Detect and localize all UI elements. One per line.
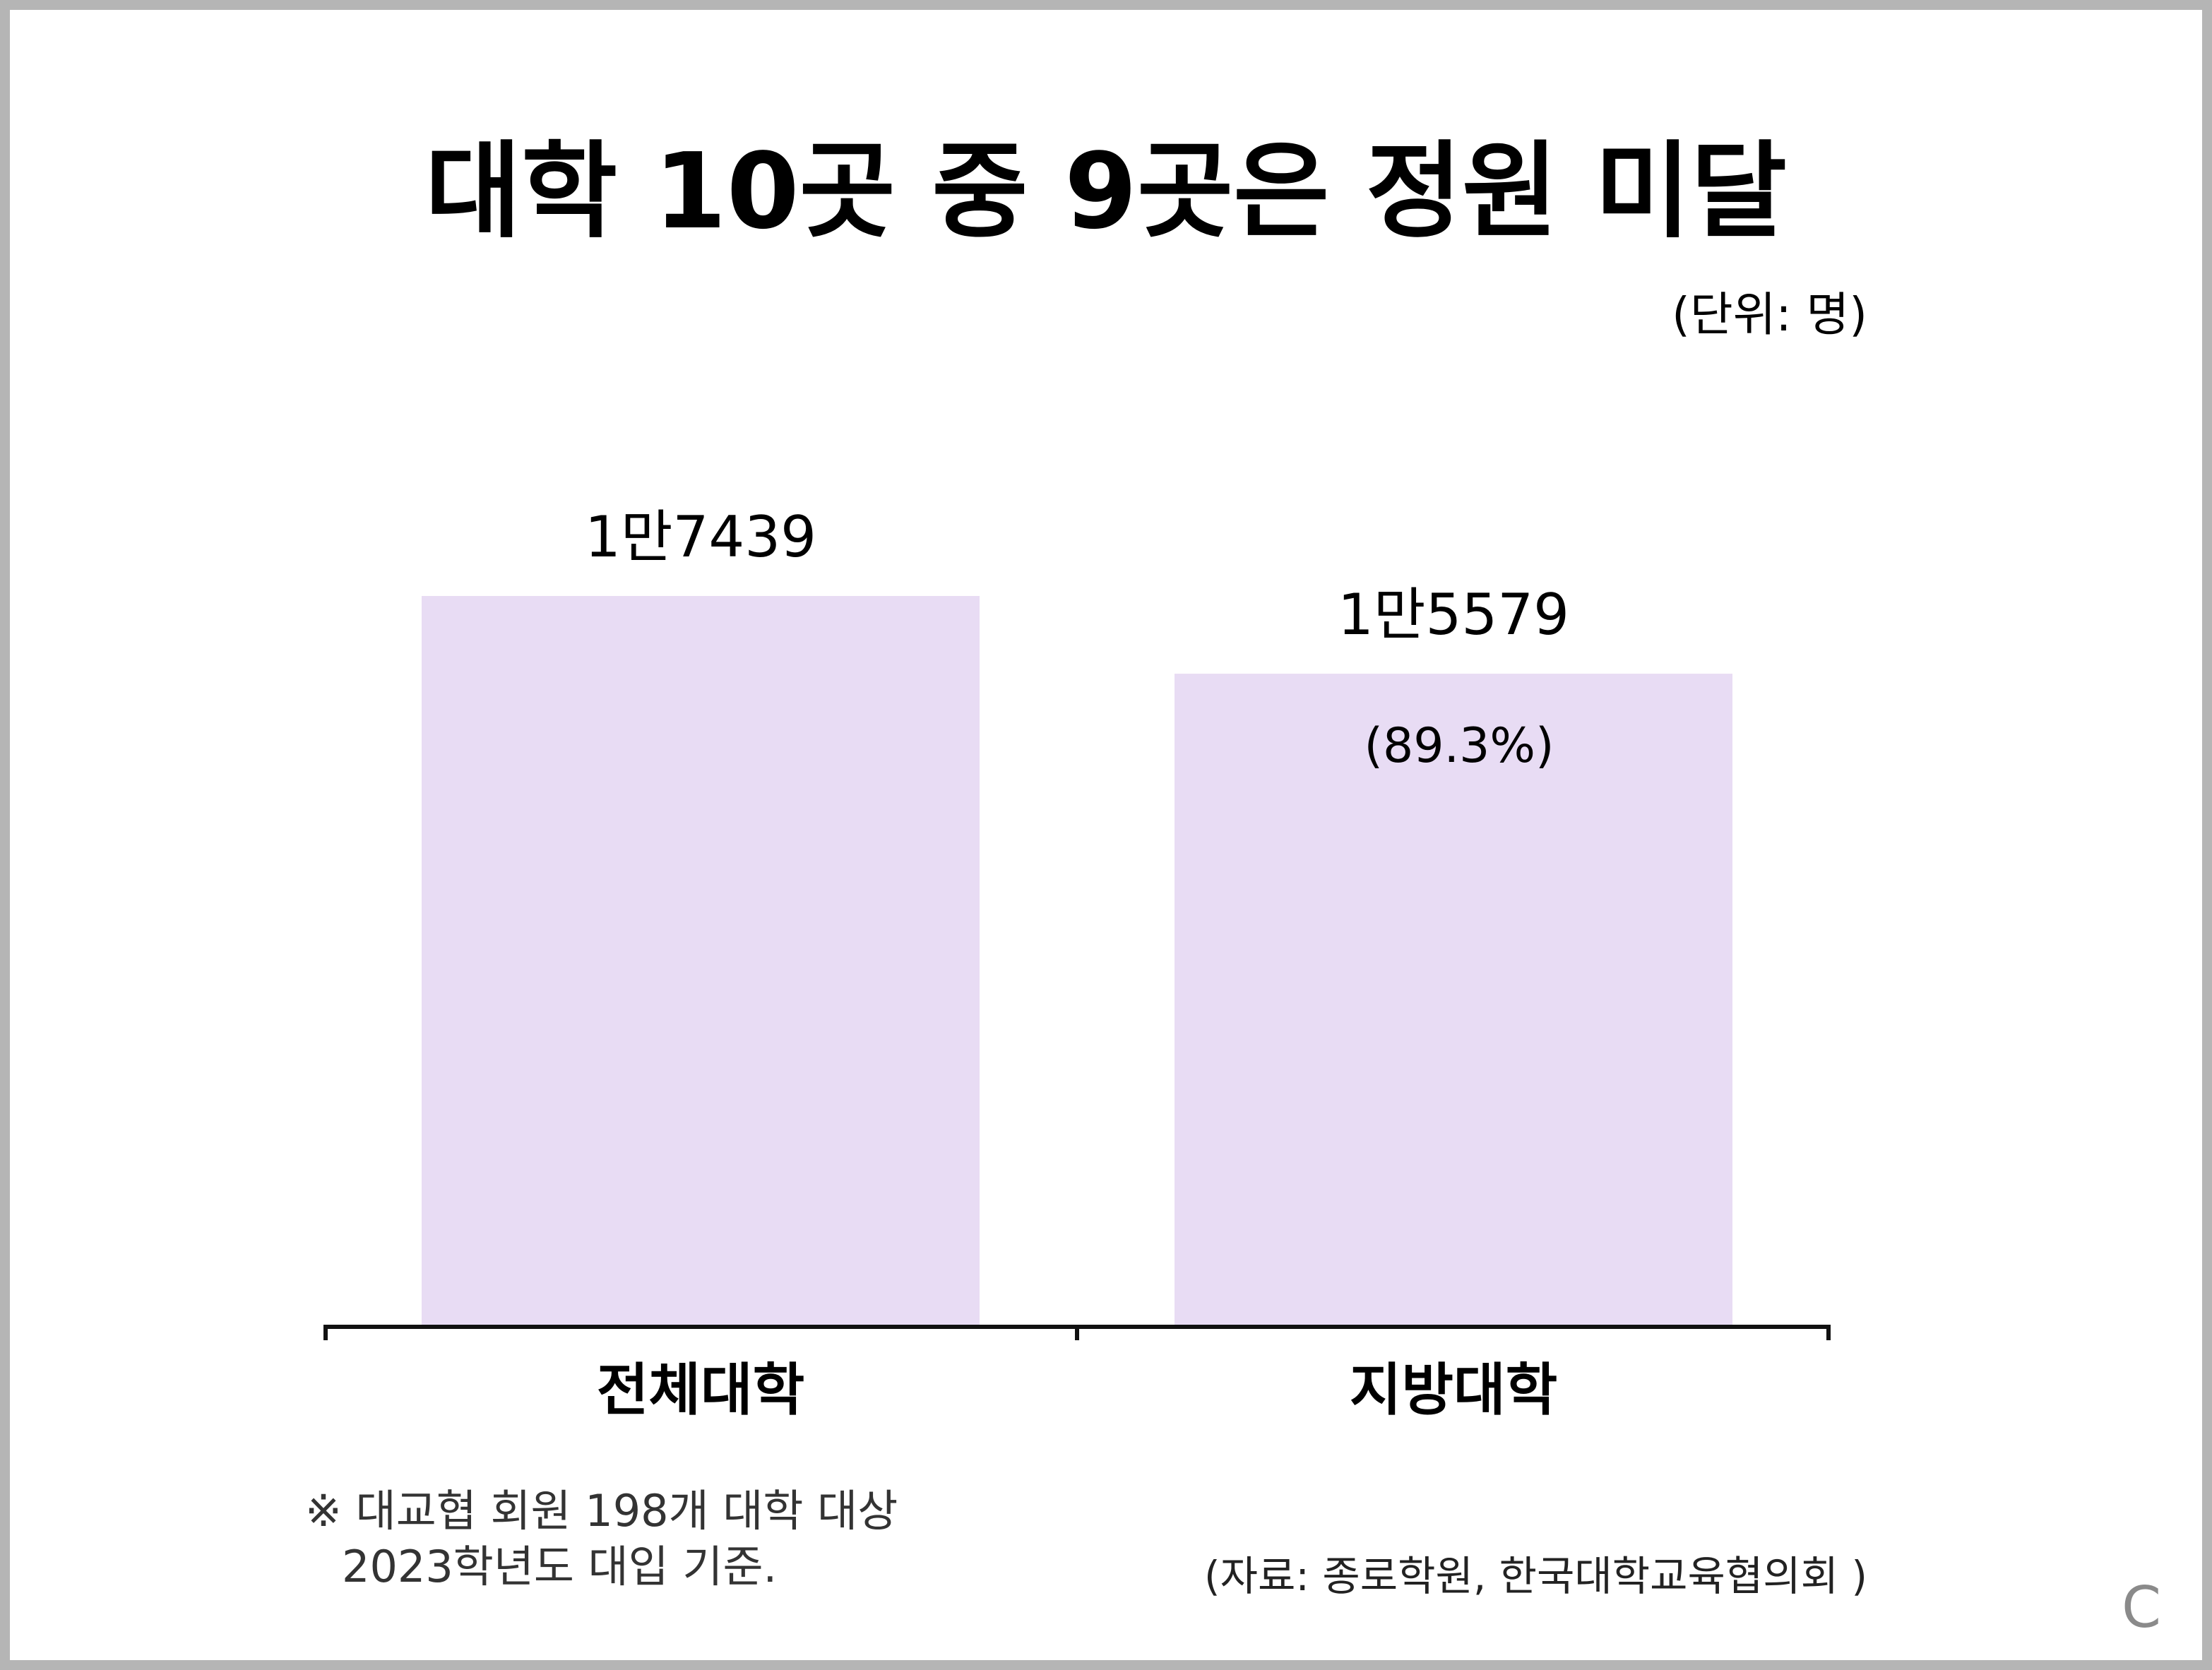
category-labels: 전체대학 지방대학 [597,1357,1557,1423]
unit-label: (단위: 명) [1672,287,1867,342]
value-label-2: 1만5579 [1338,582,1569,648]
bars-layer [422,596,1732,1325]
category-label-2: 지방대학 [1350,1357,1557,1423]
corner-mark: C [2122,1575,2161,1640]
bar-1 [422,596,980,1325]
category-label-1: 전체대학 [597,1357,804,1423]
bar-2 [1175,674,1732,1325]
share-label-2: (89.3%) [1364,718,1554,774]
x-axis [323,1325,1831,1340]
chart-title: 대학 10곳 중 9곳은 정원 미달 [425,131,1787,252]
source-note: (자료: 종로학원, 한국대학교육협의회 ) [1204,1552,1867,1600]
footnote-line-2: 2023학년도 대입 기준. [342,1541,777,1592]
footnote-line-1: ※ 대교협 회원 198개 대학 대상 [305,1485,898,1537]
labels-layer: 1만7439 1만5579 (89.3%) [585,504,1569,774]
value-label-1: 1만7439 [585,504,816,570]
